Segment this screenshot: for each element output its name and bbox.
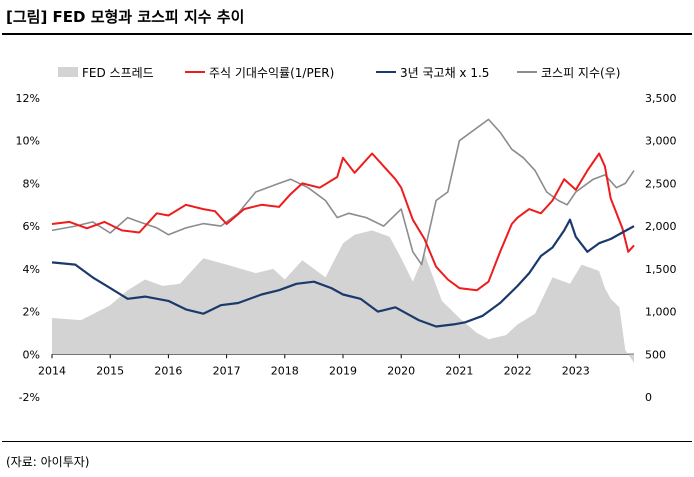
x-tick-label: 2014	[38, 364, 66, 377]
x-tick-label: 2023	[562, 364, 590, 377]
kospi-line	[51, 118, 635, 266]
y-left-tick-label: 2%	[23, 306, 40, 319]
x-tick-label: 2016	[154, 364, 182, 377]
y-left-tick-label: 10%	[16, 135, 40, 148]
y-left-tick-label: 12%	[16, 92, 40, 105]
x-tick-label: 2017	[213, 364, 241, 377]
chart-svg: FED 스프레드 주식 기대수익률(1/PER) 3년 국고채 x 1.5 코스…	[16, 66, 677, 404]
y-left-tick-label: 8%	[23, 177, 40, 190]
x-tick-label: 2019	[329, 364, 357, 377]
x-tick-label: 2022	[504, 364, 532, 377]
x-tick-label: 2018	[271, 364, 299, 377]
y-right-tick-label: 1,000	[645, 306, 677, 319]
fed-spread-area	[52, 230, 634, 363]
y-left-tick-label: -2%	[19, 391, 40, 404]
y-left-tick-label: 4%	[23, 263, 40, 276]
earnings-yield-line	[51, 152, 635, 292]
footer-divider	[2, 441, 692, 442]
y-right-tick-label: 2,000	[645, 220, 677, 233]
source-note: (자료: 아이투자)	[6, 455, 90, 469]
plot-area	[51, 118, 635, 363]
y-right-tick-label: 0	[645, 391, 652, 404]
chart-title: [그림] FED 모형과 코스피 지수 추이	[6, 8, 245, 26]
legend-label-bond3y: 3년 국고채 x 1.5	[400, 66, 489, 80]
x-tick-label: 2021	[445, 364, 473, 377]
y-left-tick-label: 6%	[23, 220, 40, 233]
legend: FED 스프레드 주식 기대수익률(1/PER) 3년 국고채 x 1.5 코스…	[58, 66, 620, 80]
title-divider	[2, 33, 692, 35]
x-tick-label: 2015	[96, 364, 124, 377]
y-right-tick-label: 3,500	[645, 92, 677, 105]
y-right-tick-label: 2,500	[645, 177, 677, 190]
y-left-tick-label: 0%	[23, 348, 40, 361]
legend-label-fed-spread: FED 스프레드	[82, 66, 154, 80]
legend-label-earnings-yield: 주식 기대수익률(1/PER)	[209, 66, 334, 80]
y-right-tick-label: 1,500	[645, 263, 677, 276]
y-right-tick-label: 500	[645, 348, 666, 361]
x-tick-label: 2020	[387, 364, 415, 377]
y-right-tick-label: 3,000	[645, 135, 677, 148]
legend-swatch-fed-spread	[58, 67, 78, 77]
legend-label-kospi: 코스피 지수(우)	[541, 66, 620, 80]
bond3y-line	[51, 218, 635, 328]
